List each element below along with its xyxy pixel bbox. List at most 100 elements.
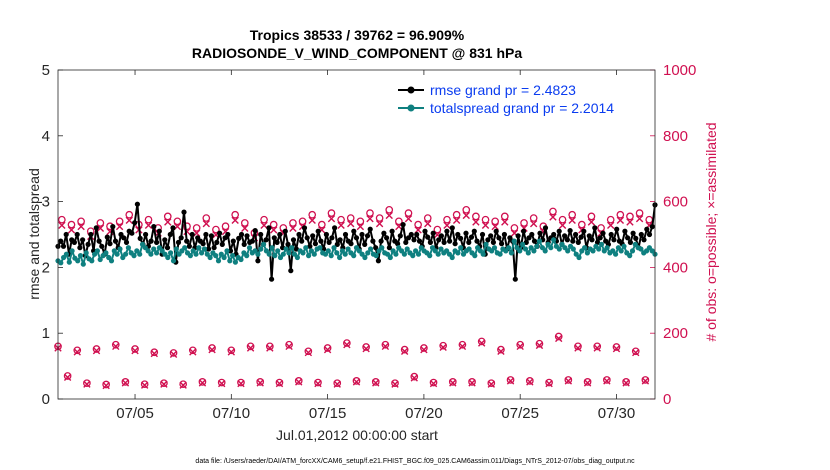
obs-possible-marker xyxy=(298,217,307,226)
rmse-point xyxy=(269,276,275,282)
obs-assimilated-marker xyxy=(246,344,255,352)
totalspread-point xyxy=(258,246,264,252)
obs-possible-marker xyxy=(256,378,265,386)
obs-assimilated-marker xyxy=(295,378,303,386)
rmse-point xyxy=(573,231,579,238)
rmse-point xyxy=(282,228,288,234)
rmse-point xyxy=(293,246,299,252)
obs-possible-marker xyxy=(439,341,448,350)
obs-assimilated-marker xyxy=(632,348,640,357)
rmse-point xyxy=(164,245,171,251)
obs-possible-marker xyxy=(260,215,268,224)
rmse-point xyxy=(96,238,102,244)
totalspread-point xyxy=(196,245,202,251)
totalspread-point xyxy=(255,251,261,257)
obs-assimilated-marker xyxy=(231,216,239,225)
totalspread-point xyxy=(283,246,289,252)
rmse-point xyxy=(323,231,329,238)
rmse-point xyxy=(641,237,647,243)
obs-assimilated-marker xyxy=(583,379,592,387)
series-layer xyxy=(55,201,658,282)
obs-possible-marker xyxy=(125,210,134,219)
rmse-point xyxy=(625,235,631,241)
x-tick-label: 07/10 xyxy=(213,405,251,422)
y-right-tick-label: 200 xyxy=(663,325,688,342)
totalspread-point xyxy=(627,253,633,259)
rmse-point xyxy=(315,228,321,234)
rmse-point xyxy=(290,237,297,243)
totalspread-point xyxy=(306,253,312,259)
rmse-point xyxy=(143,231,149,238)
obs-possible-marker xyxy=(208,344,216,352)
totalspread-point xyxy=(449,254,455,261)
rmse-point xyxy=(167,231,173,238)
totalspread-point xyxy=(331,245,337,251)
rmse-point xyxy=(479,231,486,238)
obs-possible-marker xyxy=(564,376,573,384)
totalspread-point xyxy=(94,248,100,254)
obs-possible-marker xyxy=(192,224,201,232)
totalspread-point xyxy=(238,256,244,263)
obs-possible-marker xyxy=(545,378,553,387)
rmse-point xyxy=(570,238,576,244)
obs-possible-marker xyxy=(506,376,515,384)
rmse-point xyxy=(537,230,543,236)
rmse-point xyxy=(189,231,195,238)
obs-assimilated-marker xyxy=(327,215,336,223)
obs-possible-marker xyxy=(144,215,153,224)
totalspread-point xyxy=(77,253,84,259)
obs-possible-marker xyxy=(458,340,467,349)
totalspread-point xyxy=(137,251,143,257)
obs-possible-marker xyxy=(231,210,240,219)
totalspread-point xyxy=(387,254,393,261)
totalspread-point xyxy=(131,253,137,259)
totalspread-point xyxy=(246,245,253,251)
legend-rmse-marker xyxy=(407,86,415,94)
rmse-point xyxy=(63,231,69,238)
legend-totalspread-marker xyxy=(407,104,415,112)
x-tick-label: 07/20 xyxy=(405,405,443,422)
obs-possible-marker xyxy=(452,210,461,219)
totalspread-point xyxy=(89,258,95,264)
obs-assimilated-marker xyxy=(616,216,625,225)
totalspread-point xyxy=(165,254,171,261)
legend-rmse-label: rmse grand pr = 2.4823 xyxy=(430,82,576,98)
obs-assimilated-marker xyxy=(452,216,461,225)
totalspread-point xyxy=(230,253,236,259)
rmse-point xyxy=(400,222,406,228)
rmse-point xyxy=(184,238,190,244)
obs-assimilated-marker xyxy=(381,342,390,351)
totalspread-point xyxy=(604,245,610,251)
rmse-point xyxy=(351,228,357,234)
totalspread-point xyxy=(289,245,295,251)
rmse-point xyxy=(627,239,634,245)
rmse-point xyxy=(389,228,395,234)
totalspread-point xyxy=(224,248,230,254)
obs-assimilated-marker xyxy=(555,334,563,343)
totalspread-point xyxy=(365,250,371,256)
obs-possible-marker xyxy=(626,212,634,221)
obs-possible-marker xyxy=(73,346,82,355)
obs-assimilated-marker xyxy=(385,211,393,220)
rmse-point xyxy=(474,238,480,244)
rmse-point xyxy=(93,225,99,231)
obs-possible-marker xyxy=(333,379,342,388)
totalspread-point xyxy=(584,250,591,256)
obs-possible-marker xyxy=(558,215,567,224)
obs-assimilated-marker xyxy=(356,222,365,231)
rmse-point xyxy=(611,237,617,243)
rmse-point xyxy=(148,238,154,244)
rmse-point xyxy=(646,231,653,238)
rmse-point xyxy=(110,224,116,230)
obs-possible-marker xyxy=(212,225,220,234)
obs-assimilated-marker xyxy=(323,345,332,354)
totalspread-point xyxy=(261,241,267,247)
y-tick-label: 0 xyxy=(42,391,50,408)
obs-possible-marker xyxy=(188,346,197,355)
rmse-point xyxy=(378,238,384,244)
obs-possible-marker xyxy=(583,378,592,386)
rmse-point xyxy=(622,228,628,234)
obs-possible-marker xyxy=(404,209,413,217)
rmse-point xyxy=(156,228,162,234)
rmse-point xyxy=(299,238,305,244)
